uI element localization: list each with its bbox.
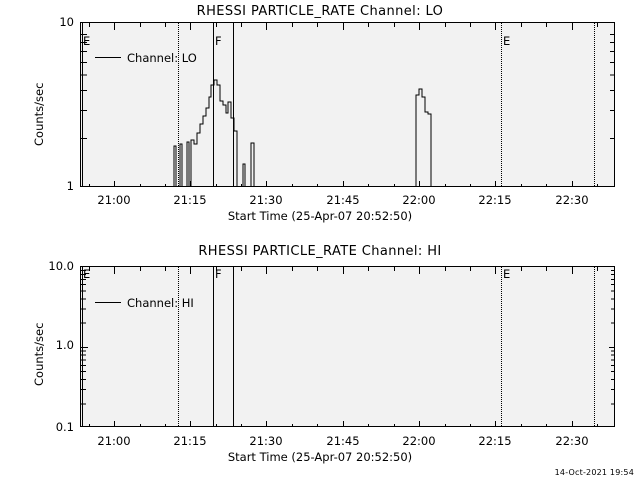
panel-lo-title: RHESSI PARTICLE_RATE Channel: LO	[196, 4, 444, 19]
panel-lo-marker-line-e1	[82, 23, 83, 186]
panel-lo-plot-frame[interactable]: E F E Channel: LO	[80, 22, 615, 187]
panel-hi-xtick-4: 22:00	[402, 434, 436, 448]
panel-lo-marker-label-e1: E	[83, 34, 91, 48]
panel-lo-marker-line-f	[213, 23, 214, 186]
panel-lo-xtick-6: 22:30	[555, 193, 589, 207]
panel-hi-xtick-6: 22:30	[555, 434, 589, 448]
panel-hi-title: RHESSI PARTICLE_RATE Channel: HI	[198, 244, 442, 259]
panel-hi-legend-label: Channel: HI	[127, 296, 194, 310]
panel-hi-marker-line-f-end	[233, 267, 234, 426]
panel-lo-y-axis-label: Counts/sec	[32, 82, 46, 146]
panel-lo-marker-line-f-end	[233, 23, 234, 186]
panel-hi-marker-label-e2: E	[503, 267, 511, 281]
panel-hi-xtick-0: 21:00	[97, 434, 131, 448]
panel-lo-marker-line-dotted2	[594, 23, 595, 186]
panel-hi-marker-line-e2	[501, 267, 502, 426]
panel-hi-legend-swatch	[95, 302, 121, 303]
panel-hi-ytick-0-1: 0.1	[55, 420, 74, 434]
panel-hi-marker-line-dotted1	[178, 267, 179, 426]
panel-lo-marker-line-dotted1	[178, 23, 179, 186]
panel-lo-xtick-2: 21:30	[249, 193, 283, 207]
panel-lo-data-svg	[81, 23, 614, 186]
panel-lo-marker-label-e2: E	[503, 34, 511, 48]
panel-lo-xtick-3: 21:45	[326, 193, 360, 207]
panel-lo-legend: Channel: LO	[95, 51, 197, 65]
panel-hi-marker-line-dotted2	[594, 267, 595, 426]
panel-hi-xtick-1: 21:15	[173, 434, 207, 448]
panel-hi-xtick-2: 21:30	[249, 434, 283, 448]
panel-lo-xtick-0: 21:00	[97, 193, 131, 207]
panel-lo-xtick-1: 21:15	[173, 193, 207, 207]
panel-lo-series-line	[173, 79, 434, 186]
panel-lo-legend-label: Channel: LO	[127, 51, 197, 65]
panel-lo-ytick-1: 1	[66, 179, 74, 193]
panel-lo-x-axis-label: Start Time (25-Apr-07 20:52:50)	[227, 209, 413, 223]
panel-lo-marker-line-e2	[501, 23, 502, 186]
panel-lo-ytick-10: 10	[59, 15, 74, 29]
panel-lo-xtick-5: 22:15	[478, 193, 512, 207]
panel-hi-xtick-5: 22:15	[478, 434, 512, 448]
panel-hi-marker-line-e1	[82, 267, 83, 426]
panel-lo-legend-swatch	[95, 57, 121, 58]
panel-lo-marker-label-f: F	[215, 34, 222, 48]
panel-hi-marker-label-e1: E	[83, 267, 91, 281]
panel-lo-xtick-4: 22:00	[402, 193, 436, 207]
panel-channel-lo: RHESSI PARTICLE_RATE Channel: LO Counts/…	[32, 4, 615, 223]
panel-hi-marker-line-f	[213, 267, 214, 426]
panel-hi-data-svg	[81, 267, 614, 426]
panel-channel-hi: RHESSI PARTICLE_RATE Channel: HI Counts/…	[0, 240, 640, 480]
panel-hi-ytick-1: 1.0	[55, 338, 74, 352]
render-timestamp: 14-Oct-2021 19:54	[554, 468, 634, 477]
panel-hi-marker-label-f: F	[215, 267, 222, 281]
panel-hi-x-axis-label: Start Time (25-Apr-07 20:52:50)	[227, 450, 413, 464]
panel-hi-ytick-10: 10.0	[48, 259, 74, 273]
panel-hi-y-axis-label: Counts/sec	[32, 322, 46, 386]
panel-hi-xtick-3: 21:45	[326, 434, 360, 448]
panel-hi-legend: Channel: HI	[95, 296, 194, 310]
panel-hi-plot-frame[interactable]: E F E Channel: HI	[80, 266, 615, 427]
